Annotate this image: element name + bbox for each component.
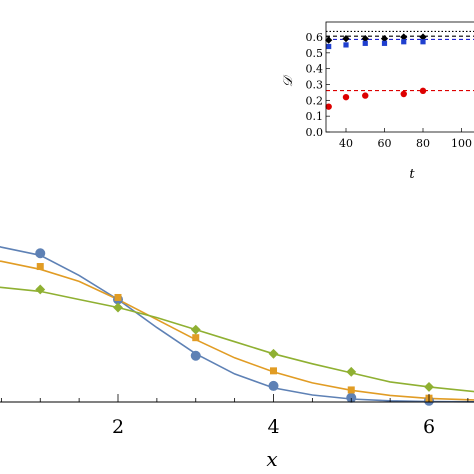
inset-x-tick-label: 40 bbox=[339, 137, 353, 150]
series-1-point bbox=[36, 263, 44, 271]
inset-series-1-point bbox=[381, 40, 388, 46]
series-2-point bbox=[113, 302, 123, 313]
series-1-point bbox=[270, 367, 277, 375]
inset-ticks: 40 60 80 100 0.0 0.1 0.2 0.3 0.4 0.5 0.6 bbox=[306, 31, 473, 150]
inset-y-axis-title: 𝒟 bbox=[281, 74, 296, 87]
inset-x-tick-label: 80 bbox=[416, 137, 430, 150]
series-2-point bbox=[35, 284, 46, 295]
series-1-point bbox=[192, 334, 200, 342]
inset-y-tick-label: 0.6 bbox=[306, 31, 324, 44]
inset-x-tick-label: 60 bbox=[378, 137, 392, 150]
main-chart: 2 4 6 x bbox=[0, 246, 474, 471]
series-1-line bbox=[0, 260, 474, 401]
series-0-point bbox=[35, 248, 46, 259]
inset-series-0-point bbox=[325, 36, 333, 44]
inset-series-2-point bbox=[419, 87, 427, 95]
inset-series-0-point bbox=[361, 34, 369, 43]
series-2-point bbox=[346, 366, 357, 377]
inset-y-tick-label: 0.3 bbox=[306, 79, 324, 92]
inset-background bbox=[326, 22, 474, 132]
inset-series-0-point bbox=[400, 33, 408, 41]
inset-y-tick-label: 0.4 bbox=[306, 63, 324, 76]
x-tick-label: 4 bbox=[267, 416, 279, 438]
series-2-point bbox=[268, 348, 279, 359]
x-tick-label: 6 bbox=[423, 416, 435, 438]
inset-chart: 40 60 80 100 0.0 0.1 0.2 0.3 0.4 0.5 0.6 t 𝒟 bbox=[281, 21, 474, 182]
series-0-point bbox=[190, 350, 201, 361]
inset-reference-lines bbox=[326, 30, 474, 92]
inset-frame bbox=[325, 21, 474, 133]
main-x-ticks: 2 4 6 bbox=[0, 394, 469, 438]
inset-points bbox=[325, 33, 427, 110]
series-0-point bbox=[346, 392, 357, 403]
inset-y-tick-label: 0.0 bbox=[306, 126, 324, 139]
inset-series-0-point bbox=[380, 34, 389, 43]
inset-x-axis-title: t bbox=[409, 167, 415, 182]
inset-series-2-point bbox=[325, 103, 332, 110]
inset-series-1-point bbox=[326, 43, 332, 50]
inset-series-2-point bbox=[362, 92, 369, 99]
inset-series-1-point bbox=[401, 39, 407, 45]
series-1-point bbox=[347, 386, 355, 394]
series-0-point bbox=[268, 380, 279, 391]
inset-series-1-point bbox=[343, 42, 349, 48]
series-2-line bbox=[0, 286, 474, 393]
main-curves bbox=[0, 246, 474, 403]
series-0-line bbox=[0, 246, 474, 403]
x-tick-label: 2 bbox=[112, 416, 124, 438]
series-2-point bbox=[190, 324, 201, 335]
inset-y-tick-label: 0.2 bbox=[306, 94, 324, 107]
inset-series-1-point bbox=[420, 39, 426, 45]
inset-series-0-point bbox=[342, 34, 350, 43]
inset-series-2-point bbox=[342, 93, 350, 101]
inset-series-2-point bbox=[400, 90, 407, 98]
inset-y-tick-label: 0.5 bbox=[306, 47, 324, 60]
series-1-point bbox=[114, 293, 122, 301]
inset-y-tick-label: 0.1 bbox=[306, 110, 324, 123]
inset-series-0-point bbox=[419, 33, 427, 41]
main-x-axis-title: x bbox=[266, 447, 277, 471]
series-2-point bbox=[424, 381, 434, 392]
main-points bbox=[35, 248, 434, 406]
inset-series-1-point bbox=[362, 40, 368, 46]
inset-x-tick-label: 100 bbox=[451, 137, 472, 150]
